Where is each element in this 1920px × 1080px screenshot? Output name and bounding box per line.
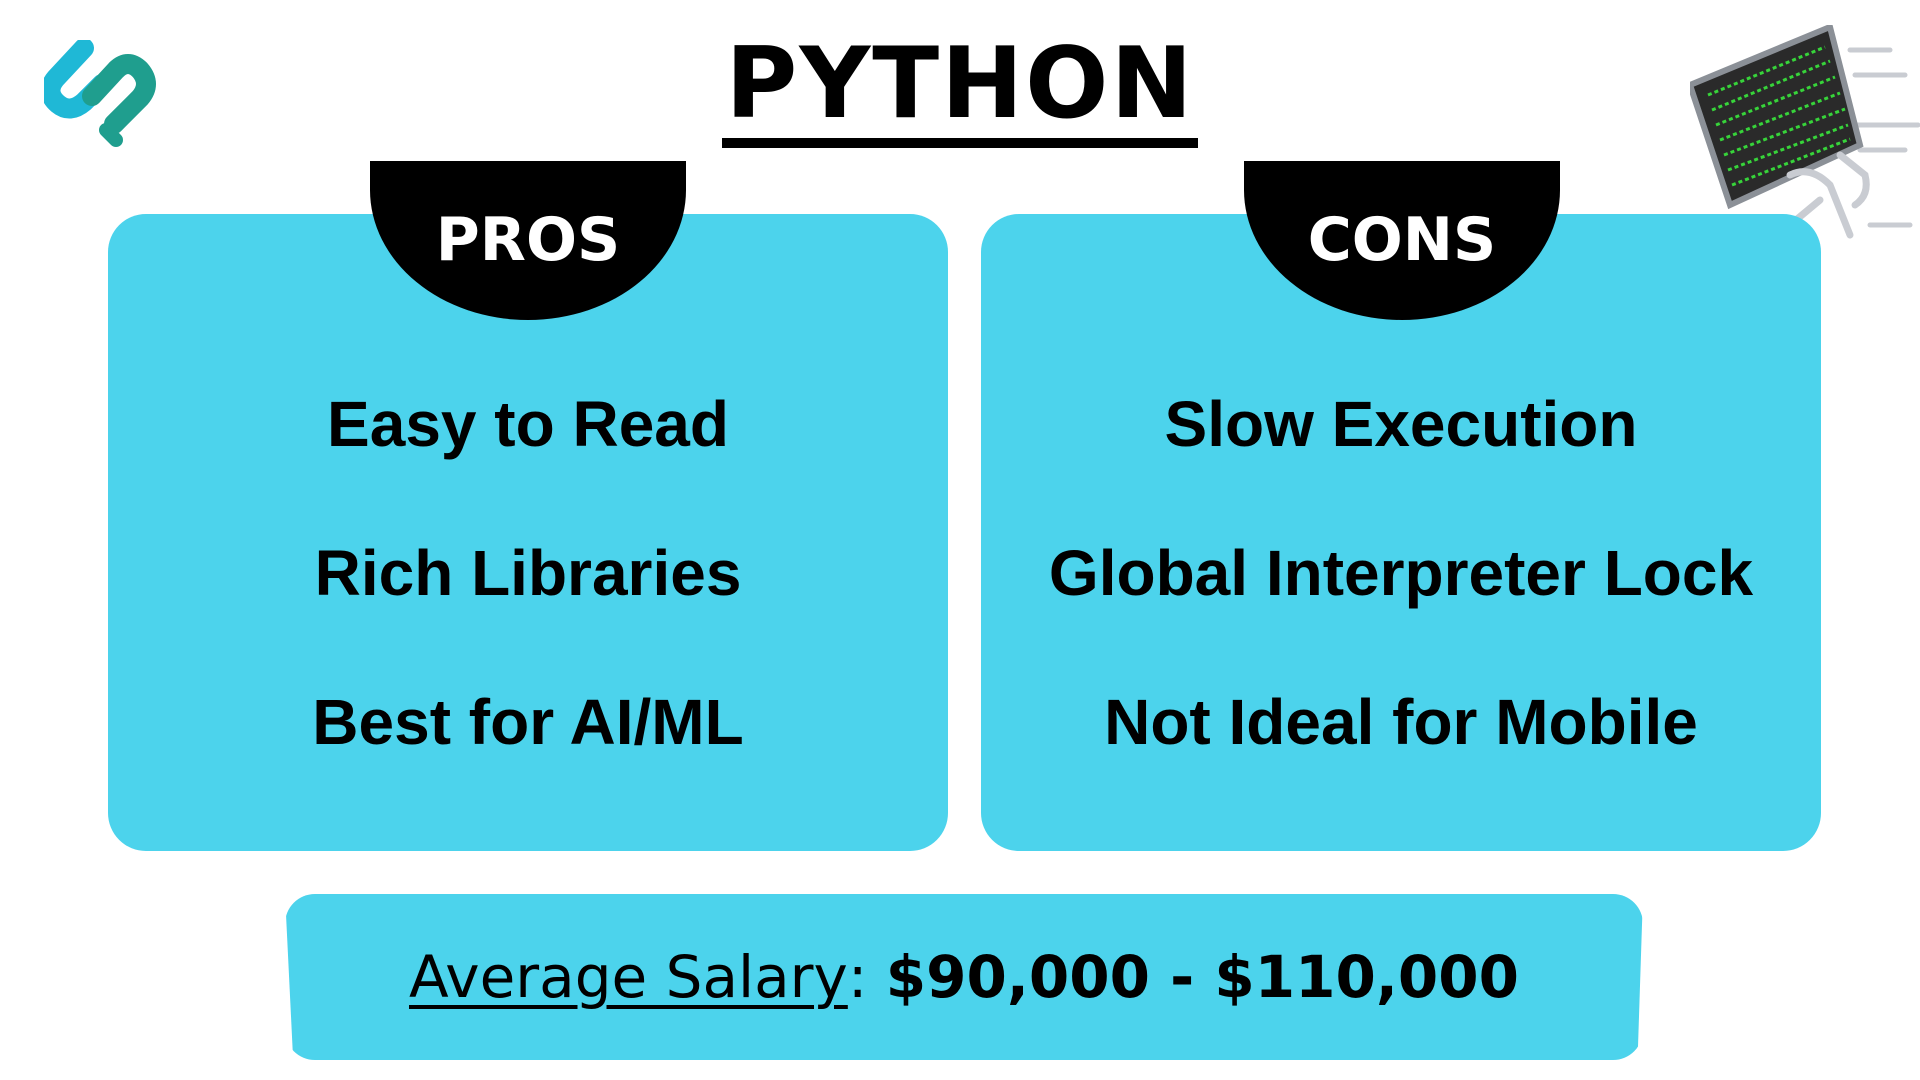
pros-list: Easy to Read Rich Libraries Best for AI/… [108, 389, 948, 836]
pros-item: Rich Libraries [314, 537, 742, 609]
salary-separator: : [847, 943, 886, 1011]
brand-logo-icon [44, 40, 156, 147]
pros-item: Easy to Read [327, 388, 729, 460]
cons-panel: Slow Execution Global Interpreter Lock N… [981, 214, 1821, 851]
salary-value: $90,000 - $110,000 [885, 943, 1519, 1011]
pros-panel: Easy to Read Rich Libraries Best for AI/… [108, 214, 948, 851]
cons-item: Not Ideal for Mobile [1104, 686, 1698, 758]
salary-banner: Average Salary: $90,000 - $110,000 [285, 894, 1643, 1060]
page-title: PYTHON [0, 30, 1920, 148]
pros-item: Best for AI/ML [312, 686, 744, 758]
cons-item: Slow Execution [1164, 388, 1638, 460]
cons-item: Global Interpreter Lock [1048, 537, 1754, 609]
cons-list: Slow Execution Global Interpreter Lock N… [981, 389, 1821, 836]
running-computer-icon [1690, 25, 1920, 239]
salary-label: Average Salary [409, 943, 848, 1011]
